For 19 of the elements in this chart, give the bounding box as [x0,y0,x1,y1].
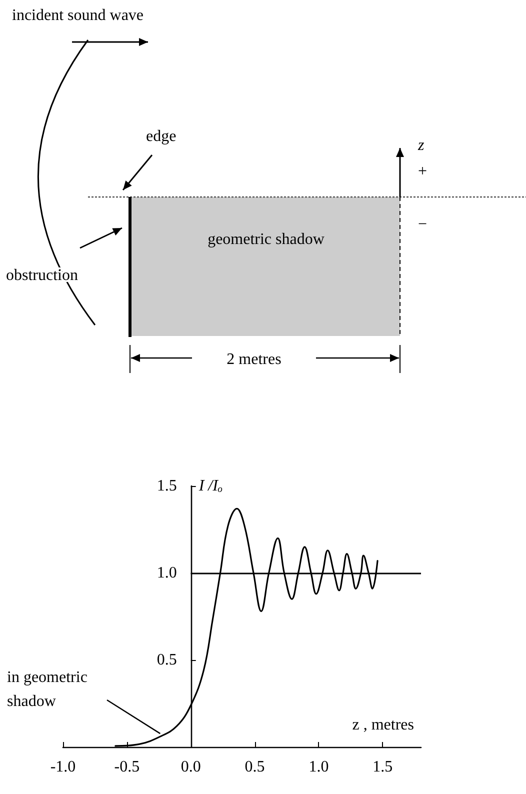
note: in geometric shadow [7,669,88,710]
x-tick-label: -0.5 [114,758,140,776]
text: incident sound wave [12,7,144,24]
x-tick-label: -1.0 [50,758,76,776]
y-tick-label: 1.5 [156,478,177,494]
text: − [418,216,428,233]
y-tick-label: 1.0 [156,564,177,582]
text: geometric shadow [208,231,325,248]
x-tick-label: 1.0 [308,758,329,776]
text: edge [146,128,176,145]
y-tick-label: 0.5 [156,652,177,668]
x-axis-title: z , metres [352,716,414,734]
x-tick-label: 0.5 [244,758,265,776]
text: 2 metres [226,351,282,368]
x-tick-label: 0.0 [180,758,201,776]
text: + [418,163,428,180]
text: z [417,137,425,154]
x-tick-label: 1.5 [372,758,393,776]
y-axis-title: I /Iₒ [198,478,223,494]
